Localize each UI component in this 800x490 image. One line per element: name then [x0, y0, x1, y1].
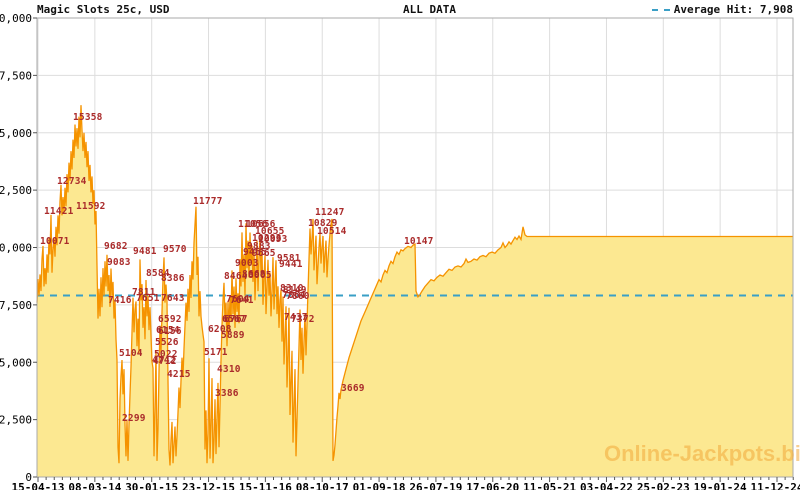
y-tick-label: 20,000 [0, 12, 32, 25]
hit-label: 7372 [291, 314, 315, 325]
y-tick-label: 15,000 [0, 127, 32, 140]
hit-label: 9083 [107, 257, 131, 268]
hit-label: 15358 [73, 112, 103, 123]
x-tick-label: 01-09-18 [353, 481, 406, 490]
hit-label: 10514 [317, 226, 347, 237]
jackpot-line [36, 105, 793, 466]
hit-label: 11777 [193, 196, 223, 207]
legend-label: Average Hit: 7,908 [673, 3, 793, 16]
x-tick-label: 30-01-15 [125, 481, 178, 490]
hit-label: 8149 [283, 285, 307, 296]
x-tick-label: 15-04-13 [12, 481, 65, 490]
hit-label: 8005 [248, 270, 272, 281]
hit-label: 10656 [246, 219, 276, 230]
hit-label: 7416 [108, 295, 132, 306]
hit-label: 5104 [119, 348, 143, 359]
watermark: Online-Jackpots.biz [604, 441, 800, 466]
hit-label: 4215 [167, 369, 191, 380]
hit-label: 10293 [252, 233, 282, 244]
hit-label: 9665 [252, 248, 276, 259]
hit-label: 11421 [44, 206, 74, 217]
hit-label: 2299 [122, 413, 146, 424]
hit-label: 8386 [161, 273, 185, 284]
hit-label: 9003 [235, 258, 259, 269]
x-tick-label: 19-01-24 [694, 481, 747, 490]
x-tick-label: 26-07-19 [409, 481, 462, 490]
y-tick-label: 2,500 [0, 414, 32, 427]
hit-label: 4712 [153, 356, 177, 367]
hit-label: 7604 [226, 294, 250, 305]
y-tick-label: 10,000 [0, 242, 32, 255]
hit-label: 10655 [255, 226, 285, 237]
x-tick-label: 11-05-21 [523, 481, 576, 490]
jackpot-area-fill [37, 105, 793, 477]
x-tick-label: 03-04-22 [580, 481, 633, 490]
x-tick-label: 08-03-14 [68, 481, 121, 490]
hit-label: 10829 [308, 218, 338, 229]
hit-label: 8464 [224, 271, 248, 282]
hit-label: 10147 [404, 236, 434, 247]
hit-label: 8668 [242, 269, 266, 280]
range-label: ALL DATA [403, 3, 456, 16]
hit-label: 9682 [104, 241, 128, 252]
hit-label: 7651 [136, 293, 160, 304]
x-tick-label: 11-12-24 [751, 481, 800, 490]
y-tick-label: 0 [25, 471, 32, 484]
average-hit-legend: Average Hit: 7,908 [651, 3, 793, 16]
y-tick-label: 12,500 [0, 184, 32, 197]
hit-label: 9481 [133, 246, 157, 257]
y-tick-label: 7,500 [0, 299, 32, 312]
hit-label: 6208 [208, 324, 232, 335]
hit-label: 3386 [215, 388, 239, 399]
hit-label: 10071 [40, 236, 70, 247]
hit-label: 7643 [161, 293, 185, 304]
hit-label: 8584 [146, 268, 170, 279]
x-tick-label: 17-06-20 [466, 481, 519, 490]
hit-label: 9883 [247, 241, 271, 252]
hit-label: 4310 [217, 364, 241, 375]
legend-dash-icon [651, 9, 670, 11]
y-tick-label: 17,500 [0, 69, 32, 82]
hit-label: 3669 [341, 383, 365, 394]
y-tick-label: 5,000 [0, 356, 32, 369]
hit-label: 5171 [204, 347, 228, 358]
hit-label: 11247 [315, 207, 345, 218]
x-tick-label: 08-10-17 [296, 481, 349, 490]
hit-label: 9465 [243, 247, 267, 258]
hit-label: 6592 [158, 314, 182, 325]
hit-label: 5526 [155, 337, 179, 348]
hit-label: 5889 [221, 330, 245, 341]
chart-title: Magic Slots 25c, USD [37, 3, 170, 16]
hit-label: 4742 [152, 355, 176, 366]
hit-label: 6567 [222, 314, 246, 325]
hit-label: 5022 [154, 349, 178, 360]
hit-label: 11592 [76, 201, 106, 212]
hit-label: 8310 [280, 283, 304, 294]
x-tick-label: 25-02-23 [637, 481, 690, 490]
hit-label: 7437 [284, 312, 308, 323]
hit-label: 11056 [238, 219, 268, 230]
hit-label: 9581 [277, 253, 301, 264]
hit-label: 7864 [282, 290, 306, 301]
hit-label: 7641 [230, 295, 254, 306]
hit-label: 10093 [258, 234, 288, 245]
hit-label: 7860 [286, 291, 310, 302]
hit-label: 7811 [132, 287, 156, 298]
hit-label: 6154 [156, 325, 180, 336]
hit-label: 12734 [57, 176, 87, 187]
hit-label: 9441 [279, 259, 303, 270]
x-tick-label: 15-11-16 [239, 481, 292, 490]
x-tick-label: 23-12-15 [182, 481, 235, 490]
hit-label: 6156 [158, 326, 182, 337]
hit-label: 6767 [224, 314, 248, 325]
hit-label: 9570 [163, 244, 187, 255]
